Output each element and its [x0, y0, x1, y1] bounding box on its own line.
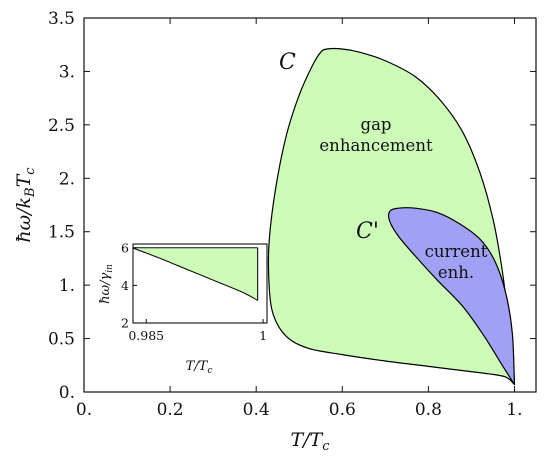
inset-y-axis-title: ħω/γin	[98, 264, 115, 304]
curve-label-c-prime: C'	[356, 219, 379, 244]
inset-y-tick-label: 2	[121, 316, 129, 331]
y-tick-label: 1.	[59, 276, 75, 296]
region-label-current-line1: current	[425, 242, 488, 261]
main-y-axis-title: ħω/kBTc	[13, 167, 38, 243]
main-x-axis-title: T/Tc	[290, 429, 330, 454]
curve-label-c: C	[279, 50, 296, 75]
inset-area	[132, 247, 259, 301]
x-tick-label: 0.	[76, 400, 92, 420]
x-tick-label: 0.8	[415, 400, 442, 420]
inset-plot: 0.985 1 2 4 6 T/Tc ħω/γin	[98, 240, 268, 376]
inset-x-tick-label: 1	[259, 328, 267, 343]
y-tick-label: 1.5	[48, 223, 75, 243]
y-tick-label: 0.5	[48, 330, 75, 350]
main-y-axis: 0. 0.5 1. 1.5 2. 2.5 3. 3.5	[48, 9, 536, 403]
y-tick-label: 0.	[59, 383, 75, 403]
main-plot-areas	[267, 47, 516, 386]
x-tick-label: 0.6	[329, 400, 356, 420]
x-tick-label: 0.2	[157, 400, 184, 420]
inset-y-tick-label: 6	[121, 240, 129, 255]
region-label-gap-line1: gap	[361, 115, 392, 134]
region-current-enhancement	[387, 207, 516, 386]
main-plot-frame	[83, 17, 537, 393]
main-x-axis: 0. 0.2 0.4 0.6 0.8 1.	[76, 18, 523, 420]
inset-x-tick-label: 0.985	[128, 328, 164, 343]
y-tick-label: 2.	[59, 169, 75, 189]
region-label-current-line2: enh.	[438, 263, 474, 282]
y-tick-label: 3.	[59, 62, 75, 82]
x-tick-label: 1.	[506, 400, 522, 420]
inset-y-axis: 2 4 6	[121, 240, 137, 331]
inset-y-tick-label: 4	[121, 278, 129, 293]
inset-frame	[132, 243, 268, 324]
region-label-gap-line2: enhancement	[319, 136, 433, 155]
inset-fill	[133, 247, 258, 301]
y-tick-label: 2.5	[48, 116, 75, 136]
inset-lower-curve	[132, 247, 258, 301]
inset-x-axis: 0.985 1	[128, 319, 267, 343]
inset-x-axis-title: T/Tc	[186, 359, 213, 376]
y-tick-label: 3.5	[48, 9, 75, 29]
x-tick-label: 0.4	[243, 400, 270, 420]
